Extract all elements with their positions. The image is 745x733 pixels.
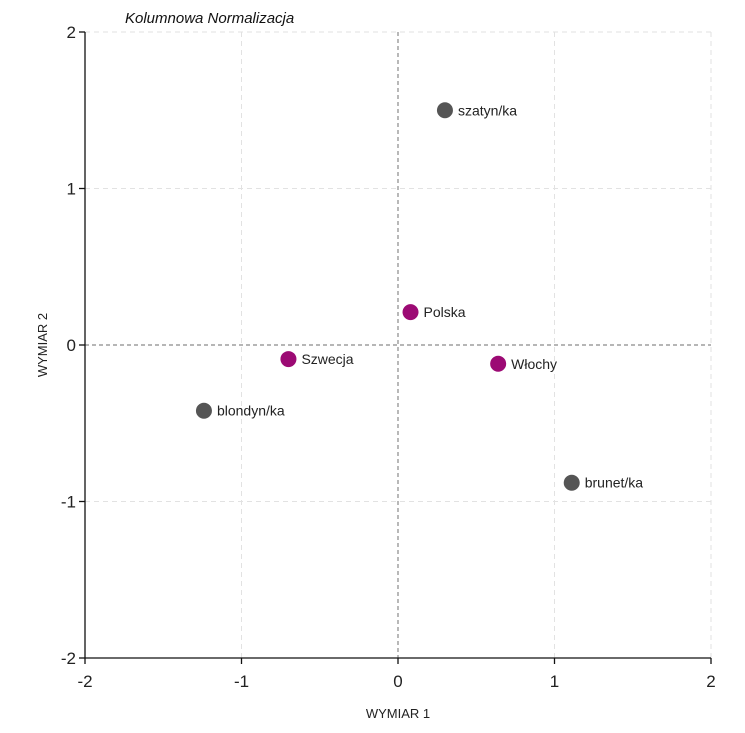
point-label: brunet/ka [585, 475, 644, 491]
x-tick-label: -2 [77, 672, 92, 691]
y-tick-label: 1 [67, 180, 76, 199]
y-axis-label: WYMIAR 2 [35, 313, 50, 377]
y-tick-label: -1 [61, 493, 76, 512]
point-label: blondyn/ka [217, 403, 285, 419]
point-label: Włochy [511, 356, 557, 372]
reference-lines [85, 32, 711, 658]
data-point [436, 102, 453, 119]
data-point [563, 474, 580, 491]
x-tick-label: 1 [550, 672, 559, 691]
data-point [280, 351, 297, 368]
y-tick-label: 2 [67, 23, 76, 42]
y-tick-label: -2 [61, 649, 76, 668]
data-point [490, 355, 507, 372]
data-point [402, 304, 419, 321]
point-label: szatyn/ka [458, 102, 517, 118]
x-axis-label: WYMIAR 1 [366, 706, 430, 721]
x-tick-label: 2 [706, 672, 715, 691]
x-tick-label: -1 [234, 672, 249, 691]
point-label: Polska [424, 304, 466, 320]
y-tick-label: 0 [67, 336, 76, 355]
data-point [195, 402, 212, 419]
data-points: Polska Szwecja Włochy szatyn/ka blondyn/ka br… [195, 102, 644, 491]
point-label: Szwecja [301, 351, 353, 367]
ticks: -2 -1 0 1 2 2 1 0 -1 -2 [61, 23, 716, 691]
x-tick-label: 0 [393, 672, 402, 691]
chart-title: Kolumnowa Normalizacja [125, 10, 294, 27]
